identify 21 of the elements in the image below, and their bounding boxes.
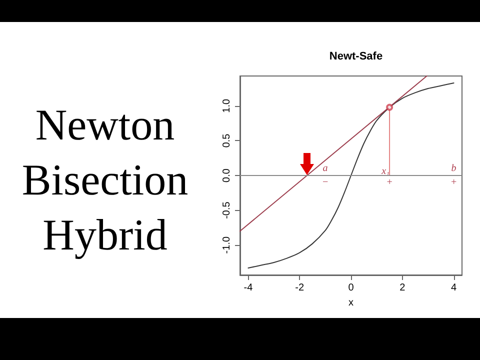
x-tick-label: -2 (295, 282, 304, 294)
y-tick-label: 0.5 (222, 133, 232, 148)
y-tick-label: -1.0 (222, 236, 232, 254)
text: Hybrid (42, 210, 168, 260)
x-tick-label: 0 (348, 282, 354, 294)
annotation: + (386, 176, 393, 188)
y-tick-label: -0.5 (222, 201, 232, 219)
text: Bisection (22, 156, 188, 204)
y-tick-label: 1.0 (222, 98, 232, 113)
y-tick-label: 0.0 (222, 168, 232, 182)
x-axis-title: x (348, 297, 354, 308)
annotation: b (451, 163, 456, 174)
annotation: a (322, 163, 328, 174)
x-tick-label: 2 (400, 282, 406, 294)
chart-title: Newt-Safe (329, 50, 383, 62)
x-tick-label: 4 (450, 282, 457, 294)
annotation: − (322, 176, 329, 188)
text: Newton (35, 100, 175, 150)
line-series (248, 82, 454, 269)
annotation: + (450, 176, 458, 188)
x-tick-label: -4 (244, 282, 254, 294)
